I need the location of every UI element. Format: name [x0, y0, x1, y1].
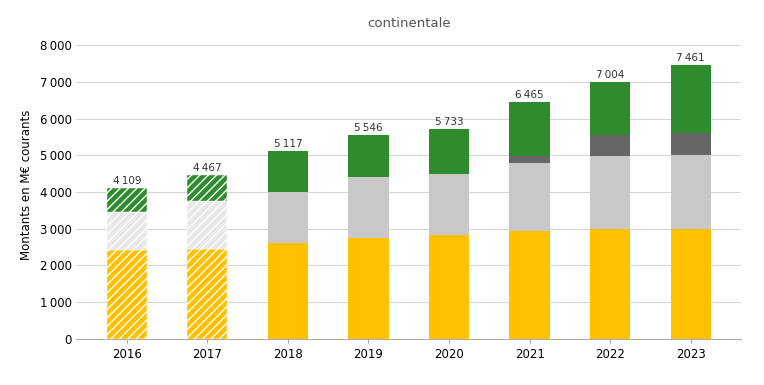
Bar [510, 102, 550, 156]
Bar [671, 134, 711, 156]
Bar [429, 129, 469, 174]
Bar [187, 249, 228, 339]
Bar [267, 192, 308, 243]
Text: 5 117: 5 117 [274, 139, 303, 149]
Bar [267, 243, 308, 339]
Text: 6 465: 6 465 [515, 90, 544, 100]
Bar [590, 82, 630, 135]
Text: 4 467: 4 467 [193, 163, 222, 173]
Bar [429, 174, 469, 235]
Bar [187, 201, 228, 249]
Text: 5 733: 5 733 [435, 117, 463, 127]
Bar [671, 229, 711, 339]
Bar [510, 231, 550, 339]
Bar [510, 163, 550, 231]
Bar [590, 135, 630, 156]
Y-axis label: Montants en M€ courants: Montants en M€ courants [20, 110, 33, 260]
Text: 7 461: 7 461 [676, 53, 705, 63]
Bar [429, 235, 469, 339]
Text: 5 546: 5 546 [354, 124, 383, 134]
Bar [107, 212, 147, 250]
Bar [590, 156, 630, 229]
Bar [348, 136, 389, 177]
Bar [267, 151, 308, 192]
Bar [187, 175, 228, 201]
Title: continentale: continentale [367, 17, 451, 30]
Bar [107, 250, 147, 339]
Bar [671, 65, 711, 134]
Text: 4 109: 4 109 [112, 176, 141, 186]
Bar [671, 156, 711, 229]
Text: 7 004: 7 004 [596, 70, 624, 80]
Bar [590, 229, 630, 339]
Bar [510, 156, 550, 163]
Bar [348, 177, 389, 238]
Bar [107, 188, 147, 212]
Bar [348, 238, 389, 339]
